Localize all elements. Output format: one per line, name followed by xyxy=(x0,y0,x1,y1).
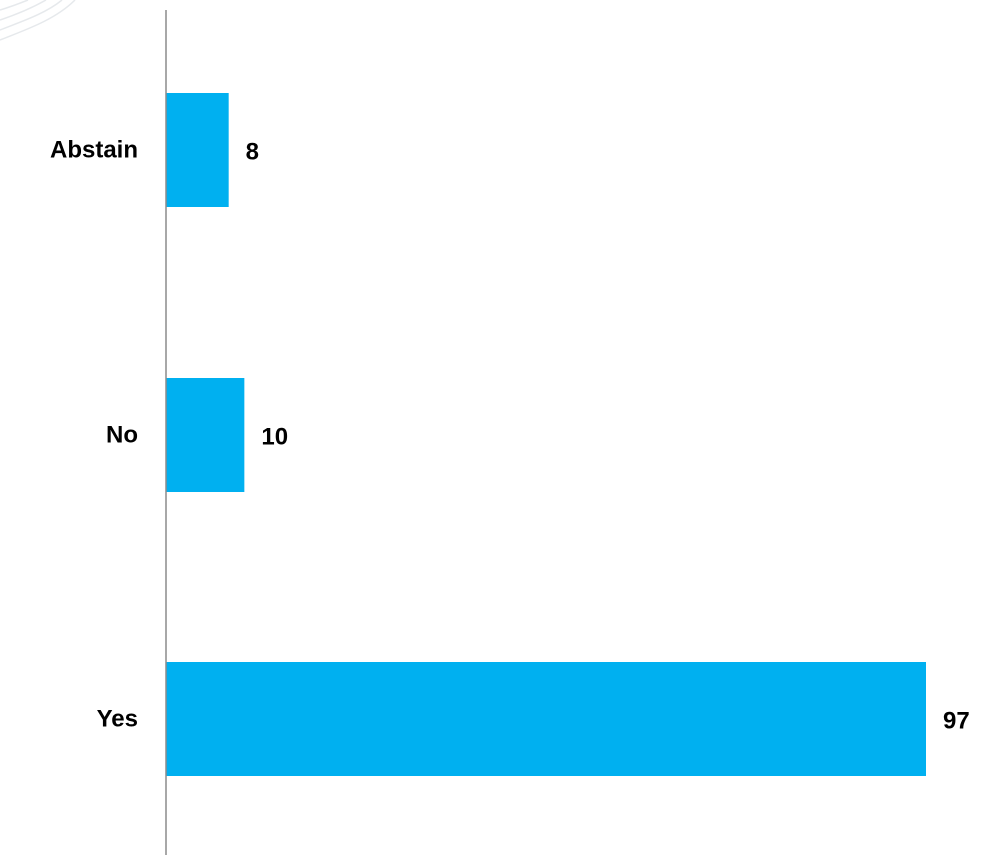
bar-yes xyxy=(166,662,926,776)
category-labels: Abstain No Yes xyxy=(50,137,138,733)
bars-group xyxy=(166,93,926,776)
category-label-no: No xyxy=(106,422,138,449)
bar-no xyxy=(166,378,245,492)
value-label-abstain: 8 xyxy=(246,139,259,166)
value-label-no: 10 xyxy=(261,424,288,451)
category-label-abstain: Abstain xyxy=(50,137,138,164)
watermark-swirl xyxy=(0,0,76,41)
category-label-yes: Yes xyxy=(97,706,138,733)
value-label-yes: 97 xyxy=(943,708,970,735)
bar-abstain xyxy=(166,93,229,207)
value-labels: 8 10 97 xyxy=(246,139,970,735)
